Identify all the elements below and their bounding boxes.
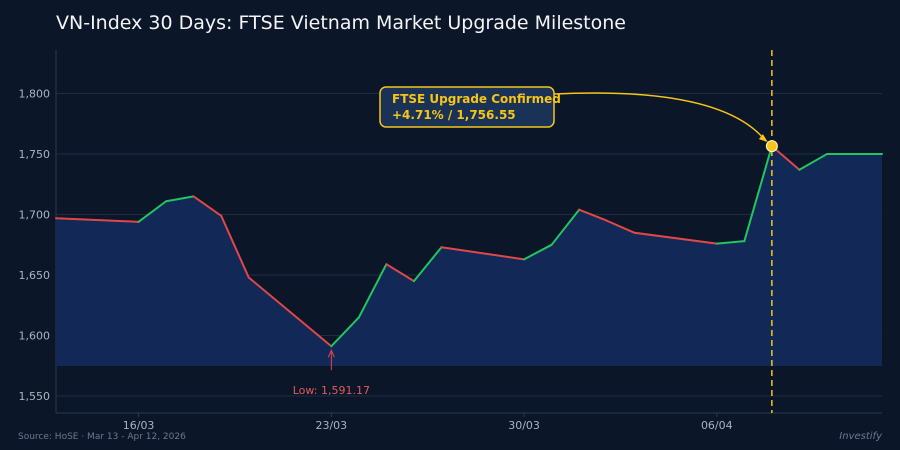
- x-tick-label: 06/04: [701, 419, 733, 432]
- series-segment: [798, 153, 828, 171]
- upgrade-arrow-head: [758, 134, 768, 143]
- series-segment: [247, 276, 333, 348]
- y-tick-label: 1,550: [19, 390, 51, 403]
- series-segment: [550, 208, 581, 246]
- x-tick-label: 23/03: [315, 419, 347, 432]
- area-fill: [56, 146, 882, 366]
- series-segment: [220, 214, 250, 279]
- x-tick-label: 16/03: [123, 419, 155, 432]
- y-tick-label: 1,750: [19, 148, 51, 161]
- y-tick-label: 1,650: [19, 269, 51, 282]
- upgrade-arrow-line: [553, 92, 767, 142]
- upgrade-annotation-title: FTSE Upgrade Confirmed: [392, 92, 561, 106]
- series-segment: [192, 195, 223, 217]
- upgrade-annotation-value: +4.71% / 1,756.55: [392, 108, 516, 122]
- series-segment: [523, 243, 553, 261]
- series-segment: [578, 208, 608, 222]
- series-segment: [357, 263, 388, 319]
- brand-watermark: Investify: [839, 431, 882, 442]
- series-segment: [633, 231, 718, 245]
- low-arrow-head: [327, 348, 335, 358]
- series-segment: [55, 217, 140, 223]
- series-segment: [605, 219, 636, 234]
- source-note: Source: HoSE · Mar 13 - Apr 12, 2026: [18, 432, 186, 442]
- series-segment: [412, 246, 443, 283]
- series-segment: [330, 316, 360, 348]
- y-tick-label: 1,800: [19, 88, 51, 101]
- series-segment: [743, 145, 773, 243]
- series-segment: [440, 246, 526, 261]
- series-segment: [770, 145, 801, 171]
- x-tick-label: 30/03: [508, 419, 540, 432]
- upgrade-point: [765, 140, 778, 153]
- series-segment: [385, 263, 415, 283]
- low-label: Low: 1,591.17: [293, 384, 370, 397]
- series-segment: [165, 195, 195, 203]
- y-tick-label: 1,600: [19, 330, 51, 343]
- series-segment: [715, 240, 746, 245]
- series-segment: [137, 200, 168, 223]
- y-tick-label: 1,700: [19, 209, 51, 222]
- chart-title: VN-Index 30 Days: FTSE Vietnam Market Up…: [56, 12, 626, 34]
- upgrade-annotation-box: [379, 86, 555, 128]
